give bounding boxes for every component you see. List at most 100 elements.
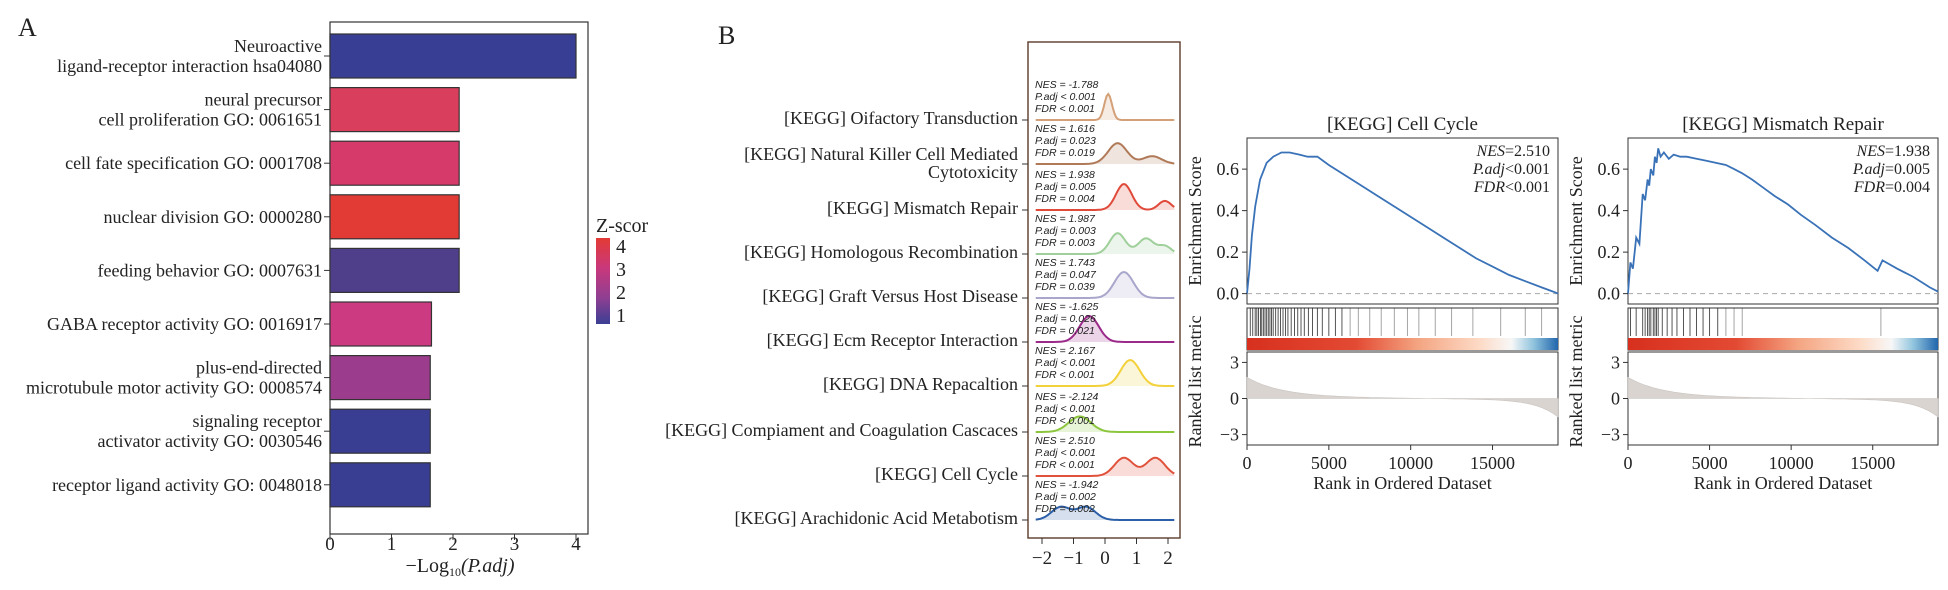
ridge-line-3	[1035, 232, 1175, 255]
term-label-3: [KEGG] Homologous Recombination	[744, 242, 1018, 262]
ridge-stat-4-1: P.adj = 0.047	[1035, 269, 1097, 281]
es-curve	[1627, 148, 1939, 294]
ridge-stat-7-1: P.adj < 0.001	[1035, 403, 1096, 415]
es-y-label: Enrichment Score	[1185, 156, 1205, 285]
ridge-stat-1-0: NES = 1.616	[1035, 123, 1095, 135]
bar-7	[329, 408, 431, 454]
panel-a-bars	[329, 33, 577, 508]
category-label-6-1: microtubule motor activity GO: 0008574	[26, 378, 322, 398]
bar-6	[329, 355, 431, 401]
gsea-title: [KEGG] Mismatch Repair	[1682, 114, 1884, 135]
ridgeline-frame	[1027, 41, 1181, 539]
gsea-plot-cell-cycle: [KEGG] Cell Cycle 0.0 0.2 0.4 0.6 Enrichment …	[1185, 114, 1559, 493]
es-y-tick-label-3: 0.6	[1217, 159, 1240, 179]
ridge-stat-0-0: NES = -1.788	[1035, 79, 1098, 91]
gsea-plot-mismatch-repair: [KEGG] Mismatch Repair 0.0 0.2 0.4 0.6 Enrich…	[1566, 114, 1939, 493]
bar-4	[329, 247, 460, 293]
metric-y-tick-label-2: −3	[1601, 425, 1620, 445]
term-label-1: [KEGG] Natural Killer Cell Mediated	[744, 144, 1018, 164]
ridge-line-5	[1035, 314, 1175, 343]
category-label-7-0: signaling receptor	[193, 411, 322, 431]
ridge-stat-1-2: FDR = 0.019	[1035, 147, 1095, 159]
es-y-tick-label-0: 0.0	[1598, 284, 1621, 304]
ridge-line-2	[1035, 182, 1175, 211]
term-label-9: [KEGG] Arachidonic Acid Metabotism	[735, 508, 1018, 528]
ridge-fill-3	[1035, 233, 1175, 254]
ridge-stat-7-0: NES = -2.124	[1035, 391, 1098, 403]
ridge-x-tick-label-1: −1	[1063, 548, 1083, 569]
bar-3	[329, 194, 460, 240]
x-tick-label-3: 15000	[1850, 453, 1895, 473]
ridge-x-tick-label-2: 0	[1100, 548, 1110, 569]
panel-a-zscore-legend: Z-scor 4 3 2 1	[596, 215, 649, 327]
gsea-stat-0: NES=1.938	[1856, 143, 1930, 160]
ridge-line-4	[1035, 270, 1175, 299]
bar-2	[329, 140, 460, 186]
x-tick-label-0: 0	[1624, 453, 1633, 473]
bar-0	[329, 33, 577, 79]
x-tick-label-4: 4	[571, 534, 581, 555]
metric-y-tick-label-2: −3	[1220, 425, 1239, 445]
ridge-stat-1-1: P.adj = 0.023	[1035, 135, 1096, 147]
es-curve	[1246, 151, 1559, 295]
ridge-stat-3-0: NES = 1.987	[1035, 213, 1096, 225]
bar-5	[329, 301, 433, 347]
panel-a-x-axis: 0 1 2 3 4	[325, 534, 581, 555]
x-axis-title: Rank in Ordered Dataset	[1694, 473, 1872, 493]
ridge-stat-9-0: NES = -1.942	[1035, 479, 1098, 491]
term-label-8: [KEGG] Cell Cycle	[875, 464, 1018, 484]
ridge-stat-2-2: FDR = 0.004	[1035, 193, 1095, 205]
heat-band	[1628, 338, 1938, 350]
category-label-0-0: Neuroactive	[234, 36, 322, 56]
panel-b-letter: B	[718, 21, 735, 50]
x-tick-label-1: 1	[387, 534, 397, 555]
x-tick-label-2: 10000	[1769, 453, 1814, 473]
ridge-line-0	[1035, 92, 1175, 121]
ridge-stat-8-1: P.adj < 0.001	[1035, 447, 1096, 459]
ridge-stat-4-2: FDR = 0.039	[1035, 281, 1095, 293]
gsea-stat-1: P.adj=0.005	[1852, 161, 1930, 178]
x-axis-title: Rank in Ordered Dataset	[1313, 473, 1491, 493]
ridge-stat-8-2: FDR < 0.001	[1035, 459, 1095, 471]
ridge-x-tick-label-0: −2	[1032, 548, 1052, 569]
es-y-label: Enrichment Score	[1566, 156, 1586, 285]
legend-tick-3: 3	[616, 259, 626, 281]
category-label-6-0: plus-end-directed	[196, 358, 322, 378]
es-y-tick-label-2: 0.4	[1217, 201, 1240, 221]
ridge-stat-8-0: NES = 2.510	[1035, 435, 1095, 447]
x-tick-label-0: 0	[325, 534, 335, 555]
es-y-tick-label-1: 0.2	[1217, 242, 1240, 262]
term-label-7: [KEGG] Compiament and Coagulation Cascac…	[665, 420, 1018, 440]
category-label-5-0: GABA receptor activity GO: 0016917	[47, 314, 322, 334]
es-y-tick-label-3: 0.6	[1598, 159, 1621, 179]
bar-8	[329, 462, 431, 508]
ranked-metric-area	[1246, 376, 1559, 418]
ridge-fill-2	[1035, 184, 1175, 210]
ridge-stat-2-0: NES = 1.938	[1035, 169, 1095, 181]
es-frame	[1246, 137, 1559, 305]
legend-tick-2: 2	[616, 282, 626, 304]
ridge-stat-5-2: FDR = 0.021	[1035, 325, 1095, 337]
term-label-5: [KEGG] Ecm Receptor Interaction	[767, 330, 1018, 350]
term-label-2: [KEGG] Mismatch Repair	[827, 198, 1018, 218]
metric-y-tick-label-0: 3	[1611, 352, 1620, 372]
legend-title: Z-scor	[596, 215, 649, 237]
term-label-4: [KEGG] Graft Versus Host Disease	[762, 286, 1018, 306]
es-y-tick-label-0: 0.0	[1217, 284, 1240, 304]
metric-y-tick-label-1: 0	[1611, 389, 1620, 409]
x-tick-label-1: 5000	[1311, 453, 1347, 473]
category-label-7-1: activator activity GO: 0030546	[98, 431, 322, 451]
bar-1	[329, 86, 460, 133]
ridgeline-x-axis: −2 −1 0 1 2	[1032, 538, 1173, 569]
es-frame	[1627, 137, 1939, 305]
ridge-stat-7-2: FDR < 0.001	[1035, 415, 1095, 427]
ridge-fill-1	[1035, 143, 1175, 164]
ridge-stat-3-1: P.adj = 0.003	[1035, 225, 1096, 237]
x-tick-label-2: 2	[448, 534, 458, 555]
category-label-0-1: ligand-receptor interaction hsa04080	[57, 56, 322, 76]
ridge-stat-6-1: P.adj < 0.001	[1035, 357, 1096, 369]
gsea-stat-2: FDR=0.004	[1853, 179, 1930, 196]
ridge-line-6	[1035, 358, 1175, 387]
